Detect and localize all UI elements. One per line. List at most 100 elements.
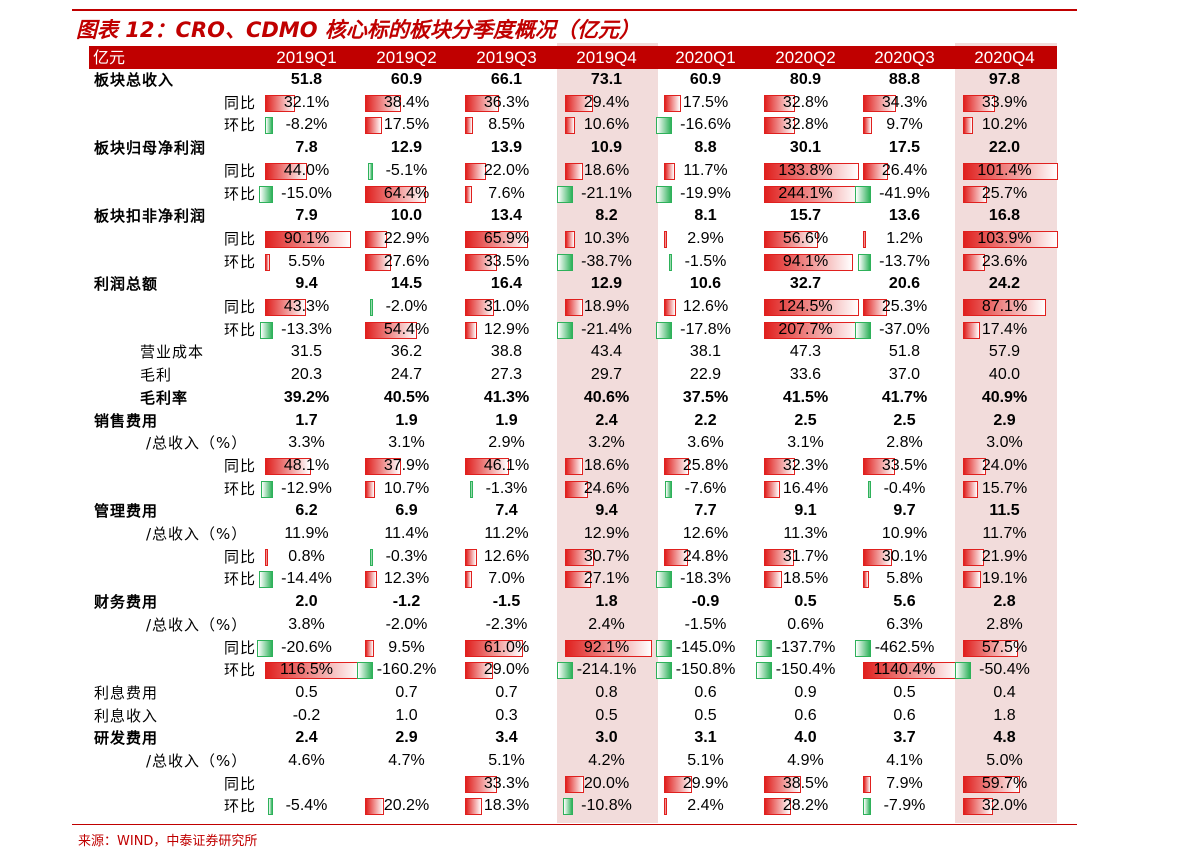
row-label: 同比 xyxy=(224,456,257,475)
table-cell: 2.4% xyxy=(656,795,755,818)
cell-value: -150.8% xyxy=(675,661,736,679)
cell-value: -2.0% xyxy=(385,615,428,633)
table-cell: 0.5 xyxy=(756,591,855,614)
column-header: 2019Q2 xyxy=(376,48,437,67)
table-cell: -7.9% xyxy=(855,795,954,818)
data-bar-negative xyxy=(656,117,672,135)
cell-value: 73.1 xyxy=(590,71,623,88)
table-cell: 11.2% xyxy=(457,523,556,546)
cell-value: 2.5 xyxy=(893,411,916,429)
cell-value: 32.8% xyxy=(782,93,829,111)
data-bar-positive xyxy=(664,798,667,816)
cell-value: 0.3 xyxy=(495,706,518,724)
data-bar-positive xyxy=(963,457,986,475)
cell-value: 0.6 xyxy=(794,706,817,724)
table-cell: 1.2% xyxy=(855,228,954,251)
table-cell: 10.7% xyxy=(357,478,456,501)
cell-value: 16.8 xyxy=(988,207,1021,225)
table-cell: 22.9 xyxy=(656,364,755,387)
cell-value: 9.4 xyxy=(295,275,318,293)
table-cell xyxy=(357,773,456,796)
cell-value: 29.0% xyxy=(483,661,530,679)
cell-value: 24.8% xyxy=(682,547,729,565)
table-cell: 2.9% xyxy=(457,432,556,455)
table-cell: 18.6% xyxy=(557,455,656,478)
table-cell: 4.7% xyxy=(357,750,456,773)
table-cell: 9.7% xyxy=(855,114,954,137)
data-bar-negative xyxy=(656,662,672,680)
table-cell: -10.8% xyxy=(557,795,656,818)
cell-value: 21.9% xyxy=(981,547,1028,565)
table-cell: 8.5% xyxy=(457,114,556,137)
cell-value: 8.1 xyxy=(694,207,717,225)
table-cell: 1.9 xyxy=(457,410,556,433)
data-bar-positive xyxy=(764,299,859,316)
cell-value: 38.5% xyxy=(782,774,829,792)
data-bar-positive xyxy=(764,117,796,135)
cell-value: 11.7% xyxy=(982,525,1027,542)
cell-value: 0.5 xyxy=(595,706,618,724)
table-cell: -13.3% xyxy=(257,319,356,342)
cell-value: 1.8 xyxy=(993,706,1016,724)
cell-value: -2.0% xyxy=(385,298,428,315)
cell-value: 10.2% xyxy=(981,116,1028,134)
table-cell: 101.4% xyxy=(955,160,1058,183)
data-bar-positive xyxy=(963,798,994,816)
column-header: 2019Q3 xyxy=(476,48,537,67)
data-bar-negative xyxy=(557,321,573,339)
table-cell: 39.2% xyxy=(257,387,356,410)
table-cell: 16.8 xyxy=(955,205,1054,228)
table-cell: 38.4% xyxy=(357,92,456,115)
cell-value: -37.0% xyxy=(879,320,930,338)
table-cell: 10.6 xyxy=(656,273,755,296)
cell-value: 9.5% xyxy=(388,638,425,656)
table-cell: 1.7 xyxy=(257,410,356,433)
row-label: 同比 xyxy=(224,638,257,657)
cell-value: -145.0% xyxy=(675,638,736,656)
table-cell: 12.6% xyxy=(457,546,556,569)
cell-value: 2.0 xyxy=(295,593,318,611)
data-bar-positive xyxy=(764,230,818,248)
cell-value: 80.9 xyxy=(789,71,822,88)
table-cell: 17.4% xyxy=(955,319,1054,342)
table-cell: 7.7 xyxy=(656,500,755,523)
cell-value: 31.5 xyxy=(290,343,323,361)
table-cell: -38.7% xyxy=(557,251,656,274)
cell-value: 22.0% xyxy=(483,161,530,179)
data-bar-positive xyxy=(963,117,973,135)
cell-value: 36.2 xyxy=(390,343,423,361)
cell-value: 3.4 xyxy=(495,729,518,747)
source-note: 来源：WIND，中泰证券研究所 xyxy=(78,834,258,849)
row-label: 环比 xyxy=(224,661,257,680)
data-bar-positive xyxy=(863,457,895,475)
table-cell: 31.5 xyxy=(257,341,356,364)
cell-value: 39.2% xyxy=(283,388,330,406)
column-header: 2019Q4 xyxy=(576,48,637,67)
cell-value: 20.2% xyxy=(383,797,430,815)
table-cell: 12.9% xyxy=(457,319,556,342)
table-cell: 19.1% xyxy=(955,568,1054,591)
table-row: 同比 44.0% -5.1% 22.0% 18.6% 11.7% 133.8% 26.4% 10… xyxy=(0,160,1191,183)
data-bar-negative xyxy=(656,185,672,203)
table-cell: 6.2 xyxy=(257,500,356,523)
cell-value: 33.9% xyxy=(981,93,1028,111)
data-bar-positive xyxy=(863,94,896,112)
cell-value: -19.9% xyxy=(680,184,731,202)
cell-value: 97.8 xyxy=(988,71,1021,88)
cell-value: 1.7 xyxy=(295,411,318,429)
table-cell: 40.5% xyxy=(357,387,456,410)
data-bar-positive xyxy=(465,253,497,271)
data-bar-negative xyxy=(557,662,573,680)
cell-value: 27.6% xyxy=(383,252,430,270)
row-label: 利息费用 xyxy=(94,683,159,702)
cell-value: 124.5% xyxy=(778,298,833,315)
data-bar-negative xyxy=(669,253,672,271)
cell-value: 46.1% xyxy=(483,456,530,474)
table-cell: 0.5 xyxy=(557,705,656,728)
table-cell: 0.6 xyxy=(756,705,855,728)
table-cell: 7.6% xyxy=(457,183,556,206)
cell-value: 40.9% xyxy=(981,388,1028,406)
table-cell: 18.3% xyxy=(457,795,556,818)
cell-value: 14.5 xyxy=(390,275,423,293)
table-cell: 29.0% xyxy=(457,659,556,682)
